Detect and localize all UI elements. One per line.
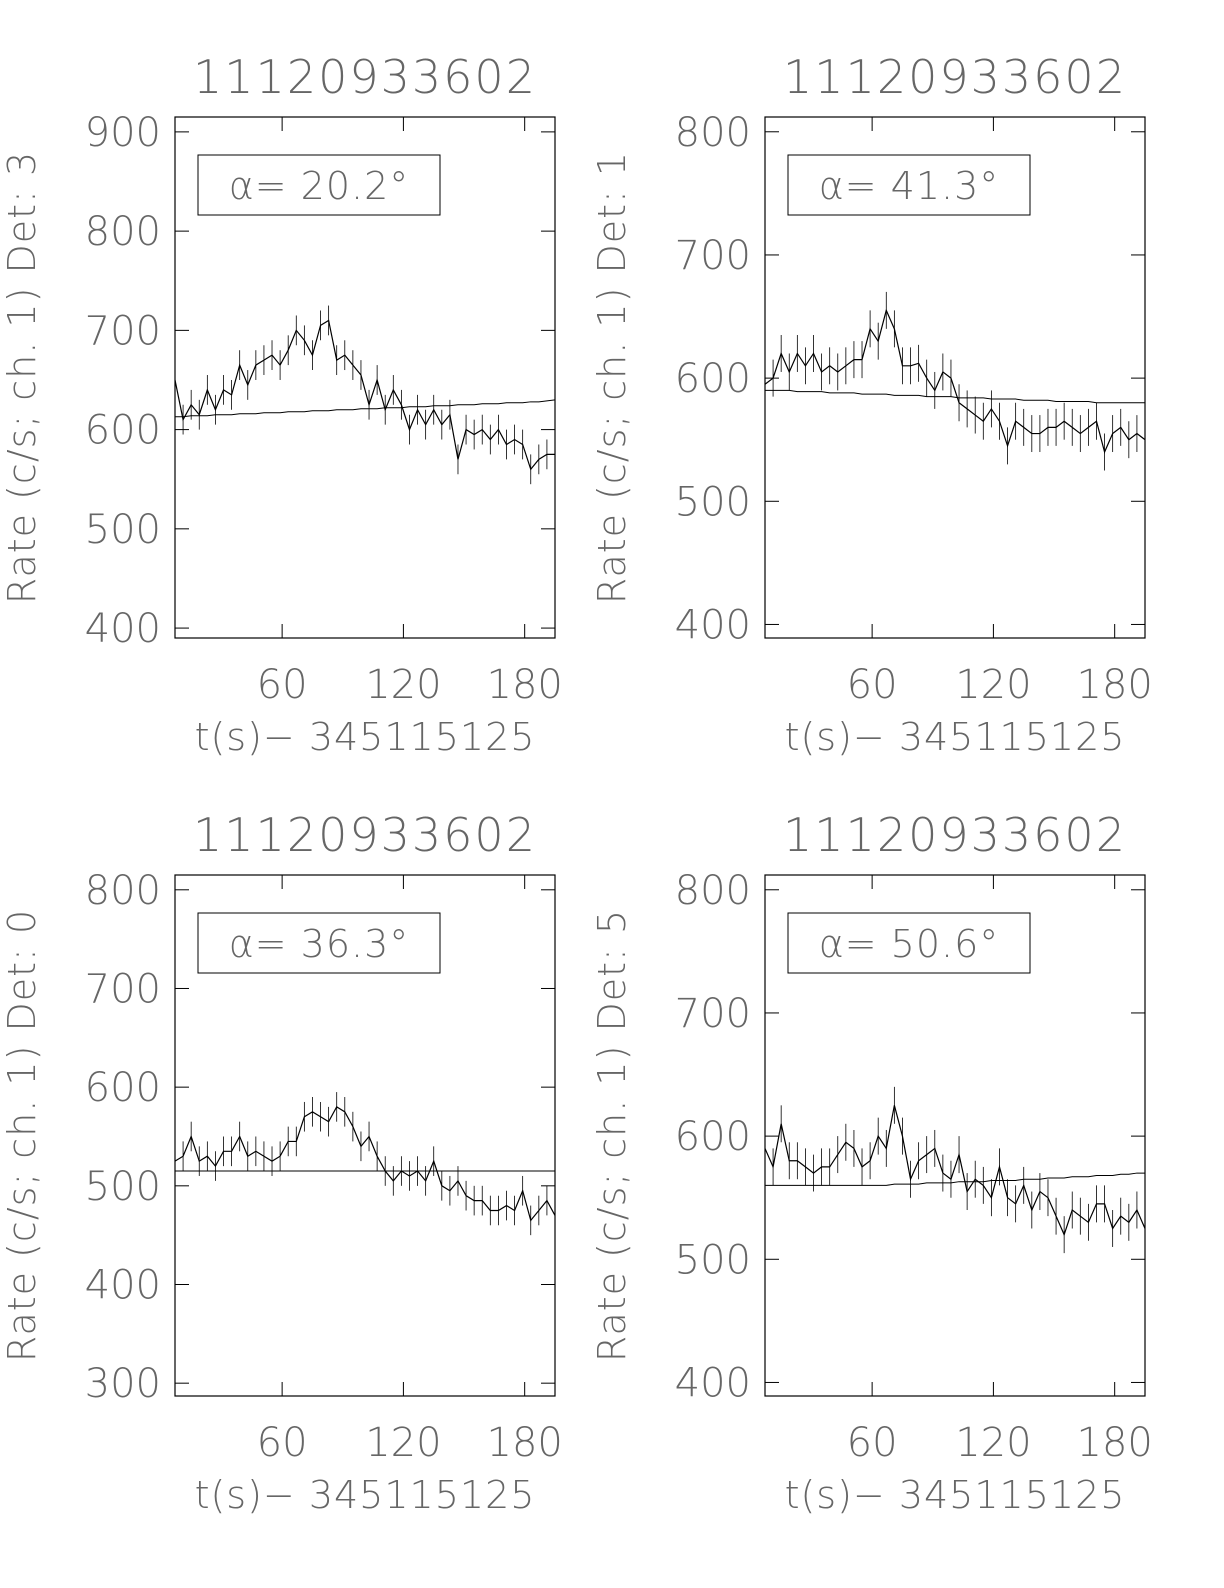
x-tick-label: 120 [955,662,1031,708]
x-tick-label: 60 [847,662,898,708]
plot-area [764,291,1146,471]
y-tick-label: 600 [85,408,161,454]
x-axis-label: t(s)− 345115125 [195,1473,536,1517]
x-tick-label: 180 [487,1420,563,1466]
panel: 11120933602 400 500 600 700 800 900 60 120 180 t(s… [0,50,563,759]
x-tick-label: 180 [1077,662,1153,708]
y-tick-label: 500 [85,507,161,553]
annotation: α= 41.3° [819,164,1000,208]
annotation: α= 20.2° [229,164,410,208]
y-tick-label: 400 [85,606,161,652]
data-line [764,1105,1146,1237]
y-tick-label: 300 [85,1361,161,1407]
fit-line [765,1172,1145,1186]
annotation-box [787,912,1031,974]
y-tick-label: 500 [675,1237,751,1283]
annotation-box [197,912,441,974]
y-tick-label: 800 [675,868,751,914]
panel-title: 11120933602 [193,808,537,862]
y-tick-label: 400 [675,1360,751,1406]
y-axis-label: Rate (c/s; ch. 1) Det: 3 [0,151,44,604]
data-line [174,1106,556,1222]
fit-line [765,389,1145,404]
plot-area [174,1092,556,1236]
x-tick-label: 60 [257,1420,308,1466]
y-tick-label: 700 [85,966,161,1012]
plot-frame [174,874,556,1397]
fit-line [175,399,556,418]
y-tick-label: 800 [675,110,751,156]
x-tick-label: 120 [365,662,441,708]
y-tick-label: 400 [85,1262,161,1308]
plot-area [174,305,556,485]
x-axis-label: t(s)− 345115125 [195,715,536,759]
y-tick-label: 600 [675,356,751,402]
data-line [764,308,1146,454]
annotation: α= 36.3° [229,922,410,966]
y-tick-label: 600 [85,1065,161,1111]
x-tick-label: 180 [1077,1420,1153,1466]
x-axis-label: t(s)− 345115125 [785,1473,1126,1517]
panel: 11120933602 400 500 600 700 800 60 120 180 t(s)− … [590,50,1153,759]
x-tick-label: 120 [955,1420,1031,1466]
y-tick-label: 800 [85,209,161,255]
x-tick-label: 60 [257,662,308,708]
y-tick-label: 400 [675,602,751,648]
panel: 11120933602 300 400 500 600 700 800 60 120 180 t(s… [0,808,563,1517]
y-axis-label: Rate (c/s; ch. 1) Det: 0 [0,909,44,1362]
x-tick-label: 180 [487,662,563,708]
panel-title: 11120933602 [193,50,537,104]
panel: 11120933602 400 500 600 700 800 60 120 180 t(s)− … [590,808,1153,1517]
y-axis-label: Rate (c/s; ch. 1) Det: 5 [590,909,634,1362]
plot-area [764,1086,1146,1254]
panel-title: 11120933602 [783,808,1127,862]
annotation-box [787,154,1031,216]
data-line [174,319,555,471]
annotation-box [197,154,441,216]
panel-title: 11120933602 [783,50,1127,104]
x-tick-label: 60 [847,1420,898,1466]
y-axis-label: Rate (c/s; ch. 1) Det: 1 [590,151,634,604]
y-tick-label: 500 [85,1164,161,1210]
annotation: α= 50.6° [819,922,1000,966]
x-tick-label: 120 [365,1420,441,1466]
y-tick-label: 700 [85,308,161,354]
y-tick-label: 600 [675,1114,751,1160]
x-axis-label: t(s)− 345115125 [785,715,1126,759]
y-tick-label: 800 [85,868,161,914]
y-tick-label: 900 [85,110,161,156]
y-tick-label: 500 [675,479,751,525]
y-tick-label: 700 [675,233,751,279]
y-tick-label: 700 [675,991,751,1037]
